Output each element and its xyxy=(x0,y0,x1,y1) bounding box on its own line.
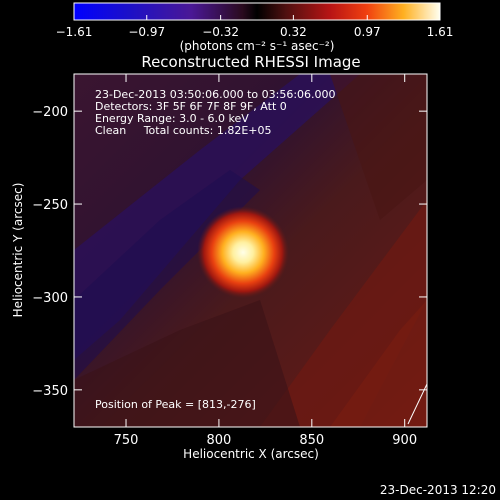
colorbar xyxy=(73,2,441,21)
x-tick-label: 900 xyxy=(392,433,417,448)
colorbar-tick-label: 0.97 xyxy=(354,25,381,39)
peak-source xyxy=(197,206,290,299)
x-tick-label: 750 xyxy=(114,433,139,448)
colorbar-tick-label: −0.97 xyxy=(128,25,165,39)
x-tick-label: 850 xyxy=(299,433,324,448)
colorbar-ticks: −1.61 −0.97 −0.32 0.32 0.97 1.61 xyxy=(56,15,454,39)
colorbar-tick-label: −0.32 xyxy=(202,25,239,39)
colorbar-tick-label: 0.32 xyxy=(280,25,307,39)
footer-timestamp: 23-Dec-2013 12:20 xyxy=(380,483,496,497)
info-line-detectors: Detectors: 3F 5F 6F 7F 8F 9F, Att 0 xyxy=(95,100,287,113)
chart-title: Reconstructed RHESSI Image xyxy=(141,53,360,71)
y-axis-ticks: −200 −250 −300 −350 xyxy=(32,105,427,399)
colorbar-tick-label: 1.61 xyxy=(427,25,454,39)
x-axis-ticks: 750 800 850 900 xyxy=(114,74,417,448)
y-tick-label: −200 xyxy=(32,105,68,120)
heatmap-image xyxy=(74,74,427,427)
x-axis-label: Heliocentric X (arcsec) xyxy=(183,447,319,461)
info-line-time: 23-Dec-2013 03:50:06.000 to 03:56:06.000 xyxy=(95,88,336,101)
plot-frame xyxy=(73,73,428,428)
limb-line xyxy=(407,383,427,425)
colorbar-tick-label: −1.61 xyxy=(56,25,93,39)
peak-position-text: Position of Peak = [813,-276] xyxy=(95,398,256,411)
y-tick-label: −300 xyxy=(32,291,68,306)
x-tick-label: 800 xyxy=(207,433,232,448)
info-line-energy: Energy Range: 3.0 - 6.0 keV xyxy=(95,112,249,125)
info-block: 23-Dec-2013 03:50:06.000 to 03:56:06.000… xyxy=(95,88,336,137)
y-tick-label: −250 xyxy=(32,198,68,213)
colorbar-unit-label: (photons cm⁻² s⁻¹ asec⁻²) xyxy=(180,39,335,53)
info-line-counts: Clean Total counts: 1.82E+05 xyxy=(95,124,272,137)
y-axis-label: Heliocentric Y (arcsec) xyxy=(11,183,25,318)
y-tick-label: −350 xyxy=(32,384,68,399)
